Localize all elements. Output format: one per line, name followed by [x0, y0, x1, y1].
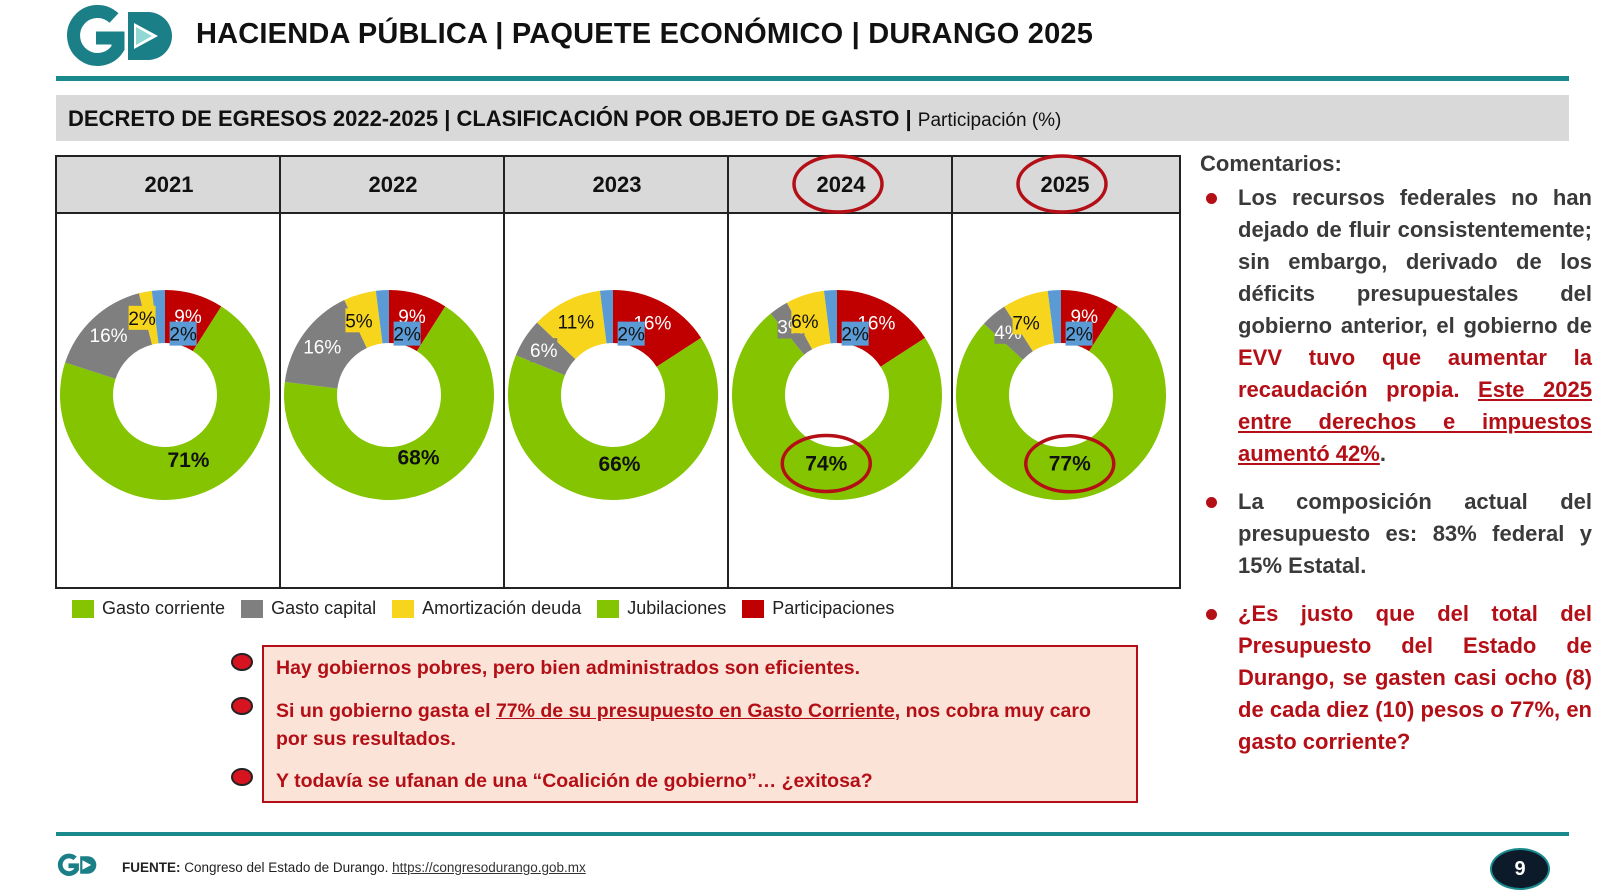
legend-item: Participaciones [742, 598, 894, 619]
comments-heading: Comentarios: [1200, 151, 1342, 176]
subheader-bar [56, 95, 1569, 141]
legend-item: Gasto capital [241, 598, 376, 619]
source-link[interactable]: https://congresodurango.gob.mx [392, 860, 586, 875]
section-title-main: DECRETO DE EGRESOS 2022-2025 | CLASIFICA… [68, 106, 912, 131]
donut-slice-2023-0 [507, 337, 718, 501]
data-label-bg-2023-3 [617, 321, 645, 346]
header-rule [56, 76, 1569, 81]
data-label-bg-2025-3 [1065, 321, 1093, 346]
donut-slice-2024-3 [823, 290, 837, 344]
data-label-2021-2: 2% [128, 309, 156, 330]
source-citation: FUENTE: Congreso del Estado de Durango. … [122, 860, 586, 875]
data-label-2022-0: 68% [397, 447, 439, 470]
data-label-2022-2: 5% [345, 311, 373, 332]
donut-charts: 9%71%16%2%2%9%68%16%5%2%16%66%6%11%2%16%… [60, 154, 1167, 501]
legend-swatch [742, 599, 765, 618]
data-label-bg-2021-3 [169, 321, 197, 346]
data-label-bg-2021-2 [128, 305, 156, 330]
chart-grid: 2021 2022 2023 2024 2025 [55, 155, 1181, 589]
data-label-2024-2: 6% [791, 312, 819, 333]
data-label-bg-2024-2 [791, 309, 819, 334]
gd-footer-logo [57, 853, 97, 876]
data-label-2023-1: 6% [530, 341, 558, 362]
legend-swatch [597, 599, 620, 618]
data-label-bg-2022-3 [393, 321, 421, 346]
year-label-2023: 2023 [592, 172, 642, 197]
grid-divider [503, 157, 505, 587]
data-label-bg-2021-1 [89, 322, 128, 347]
note-box: Hay gobiernos pobres, pero bien administ… [262, 645, 1138, 803]
chart-legend: Gasto corriente Gasto capital Amortizaci… [72, 598, 896, 619]
footer-rule [56, 832, 1569, 836]
donut-slice-2023-3 [599, 290, 613, 344]
bullet-dot [231, 697, 253, 715]
data-label-2025-3: 2% [1065, 325, 1093, 346]
year-label-2021: 2021 [144, 172, 194, 197]
grid-divider [951, 157, 953, 587]
gd-logo [67, 5, 172, 66]
grid-divider [727, 157, 729, 587]
data-label-bg-2022-1 [303, 334, 342, 359]
bullet-dot [231, 768, 253, 786]
data-label-2025-2: 7% [1012, 313, 1040, 334]
data-label-2024-3: 2% [841, 325, 869, 346]
data-label-2023-2: 11% [558, 312, 595, 333]
comment-item: La composición actual del presupuesto es… [1200, 486, 1592, 582]
data-label-2023-3: 2% [617, 325, 645, 346]
data-label-bg-2022-2 [345, 308, 373, 333]
note-2: Si un gobierno gasta el 77% de su presup… [276, 700, 1091, 750]
comment-item: ¿Es justo que del total del Presupuesto … [1200, 598, 1592, 758]
legend-swatch [72, 599, 94, 618]
comments-panel: Comentarios: Los recursos federales no h… [1200, 148, 1592, 774]
legend-item: Amortización deuda [392, 598, 581, 619]
data-label-2022-3: 2% [393, 325, 421, 346]
comment-item: Los recursos federales no han dejado de … [1200, 182, 1592, 470]
data-label-bg-2025-2 [1012, 310, 1040, 335]
data-label-2025-0: 77% [1049, 453, 1091, 476]
donut-slice-2025-0 [956, 306, 1167, 500]
legend-item: Gasto corriente [72, 598, 225, 619]
data-label-2021-0: 71% [167, 449, 209, 472]
note-3: Y todavía se ufanan de una “Coalición de… [276, 770, 873, 792]
comments-list: Los recursos federales no han dejado de … [1200, 182, 1592, 758]
page-title: HACIENDA PÚBLICA | PAQUETE ECONÓMICO | D… [196, 18, 1094, 50]
data-label-2021-1: 16% [90, 326, 128, 347]
section-title-unit: Participación (%) [917, 110, 1062, 131]
data-label-2021-3: 2% [169, 325, 197, 346]
data-label-2022-1: 16% [303, 338, 341, 359]
data-label-bg-2023-1 [530, 338, 558, 363]
year-label-2022: 2022 [368, 172, 418, 197]
data-label-2024-0: 74% [805, 452, 847, 475]
legend-item: Jubilaciones [597, 598, 726, 619]
donut-slice-2021-0 [60, 306, 270, 501]
year-highlight-ring-2025 [1016, 154, 1108, 214]
year-label-2024: 2024 [816, 172, 866, 197]
bullet-dot [231, 653, 253, 671]
data-label-bg-2024-3 [841, 321, 869, 346]
donut-slice-2025-3 [1047, 290, 1061, 344]
donut-slice-2022-0 [283, 306, 494, 501]
legend-swatch [241, 599, 264, 618]
note-1: Hay gobiernos pobres, pero bien administ… [276, 657, 861, 679]
year-header-row [57, 157, 1179, 214]
donut-slice-2021-3 [151, 290, 165, 344]
page-number: 9 [1490, 848, 1550, 890]
section-title: DECRETO DE EGRESOS 2022-2025 | CLASIFICA… [68, 106, 1061, 132]
data-label-bg-2023-2 [557, 309, 595, 334]
value-highlight-ring-2025 [1024, 433, 1116, 494]
year-highlight-ring-2024 [792, 154, 884, 214]
data-label-2023-0: 66% [598, 453, 640, 476]
legend-swatch [392, 599, 415, 618]
year-label-2025: 2025 [1040, 172, 1090, 197]
grid-divider [279, 157, 281, 587]
donut-slice-2022-3 [375, 290, 389, 344]
value-highlight-ring-2024 [780, 433, 873, 494]
